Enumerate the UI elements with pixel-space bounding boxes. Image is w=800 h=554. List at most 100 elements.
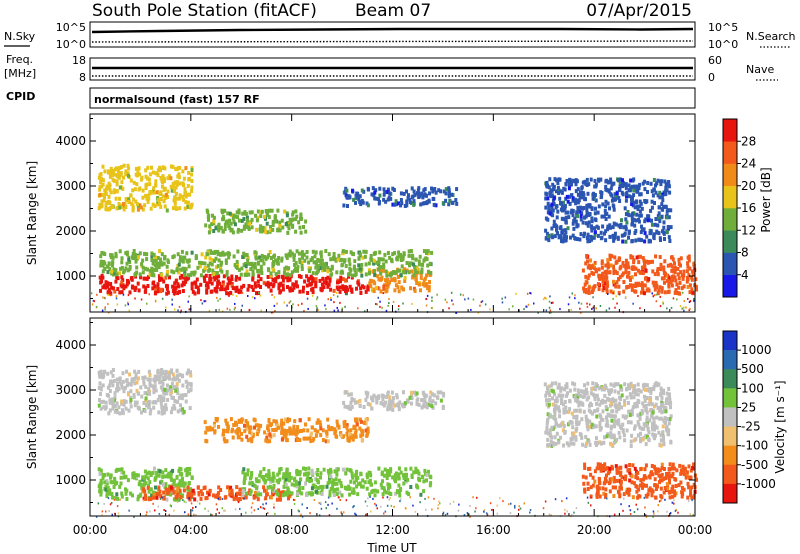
power-cell — [660, 276, 664, 281]
power-cell — [405, 203, 409, 208]
velocity-cell — [169, 410, 173, 415]
velocity-cell — [626, 401, 630, 405]
power-cell — [632, 302, 634, 305]
power-cell — [146, 267, 150, 272]
velocity-cell — [345, 467, 349, 472]
power-cell — [369, 284, 373, 289]
power-cell — [611, 225, 615, 230]
power-cell — [269, 271, 273, 276]
power-cell — [166, 258, 170, 263]
power-cell — [455, 187, 459, 192]
velocity-cell — [147, 489, 151, 494]
power-cell — [319, 250, 323, 255]
power-cell — [650, 189, 654, 194]
power-cell — [141, 195, 145, 200]
velocity-cell — [665, 397, 668, 402]
velocity-cell — [553, 412, 557, 417]
power-cell — [212, 219, 216, 224]
velocity-cell — [284, 431, 288, 436]
velocity-cell — [177, 468, 181, 473]
velocity-cell — [237, 435, 241, 440]
power-cell — [621, 239, 625, 244]
velocity-cell — [287, 490, 291, 495]
velocity-cell — [153, 384, 157, 389]
power-cell — [398, 305, 400, 308]
velocity-cell — [573, 382, 577, 387]
velocity-cell — [265, 492, 269, 497]
velocity-cell — [625, 414, 629, 419]
velocity-cell — [120, 385, 124, 390]
velocity-cell — [246, 472, 249, 477]
power-cell — [151, 261, 155, 266]
velocity-cell — [659, 474, 662, 479]
power-cell — [547, 207, 551, 212]
power-cell — [277, 286, 281, 291]
power-cell — [606, 180, 610, 185]
power-cell — [397, 289, 401, 294]
power-cell — [394, 270, 398, 275]
power-cell — [182, 176, 186, 181]
velocity-cell — [555, 396, 559, 401]
power-cell — [118, 249, 122, 254]
power-cell — [430, 306, 433, 309]
power-cell — [587, 213, 591, 217]
power-cell — [425, 273, 428, 278]
power-cell — [569, 235, 572, 240]
power-cell — [656, 193, 660, 198]
power-cell — [302, 285, 305, 290]
velocity-cell — [165, 391, 169, 396]
velocity-cell — [106, 371, 110, 376]
power-cell — [666, 278, 669, 283]
velocity-cell — [582, 409, 586, 414]
power-cell — [556, 181, 560, 185]
velocity-cell — [241, 493, 245, 498]
velocity-cell — [630, 412, 634, 417]
power-cell — [620, 273, 624, 278]
velocity-cell — [621, 428, 625, 432]
power-cell — [257, 269, 261, 274]
power-cell — [612, 197, 616, 202]
velocity-cell — [250, 481, 254, 485]
power-cell — [110, 285, 114, 290]
power-cell — [360, 188, 364, 193]
power-cell — [673, 261, 676, 266]
velocity-cell — [169, 370, 173, 375]
power-cell — [116, 166, 120, 171]
power-cell — [421, 201, 425, 206]
velocity-cell — [569, 441, 573, 446]
velocity-cell — [171, 487, 175, 491]
power-cell — [553, 223, 557, 228]
velocity-cell — [142, 379, 146, 384]
velocity-cell — [346, 432, 350, 437]
power-cell — [113, 189, 117, 194]
velocity-cell — [127, 408, 131, 413]
power-cell — [306, 297, 309, 300]
velocity-cell — [264, 438, 268, 443]
power-cell — [111, 261, 115, 266]
velocity-cell — [266, 439, 270, 444]
power-cell — [379, 305, 381, 308]
velocity-cell — [169, 492, 173, 497]
power-cell — [677, 285, 681, 290]
power-cell — [563, 228, 567, 233]
power-cell — [267, 215, 271, 220]
power-cell — [636, 268, 640, 273]
power-cell — [176, 252, 180, 257]
velocity-cell — [600, 399, 604, 404]
power-cell — [386, 190, 390, 195]
velocity-cell — [628, 386, 632, 391]
power-cell — [410, 195, 414, 200]
velocity-cell — [590, 422, 594, 427]
velocity-cell — [164, 369, 168, 374]
power-cell — [663, 259, 667, 264]
velocity-cell — [176, 399, 180, 404]
power-cell — [352, 266, 356, 271]
power-cell — [246, 218, 249, 223]
velocity-cell — [613, 389, 617, 394]
power-cell — [670, 283, 674, 288]
power-cell — [149, 206, 153, 211]
velocity-cell — [285, 468, 289, 473]
power-cell — [609, 263, 613, 268]
velocity-cell — [659, 392, 663, 397]
power-cell — [545, 297, 547, 300]
